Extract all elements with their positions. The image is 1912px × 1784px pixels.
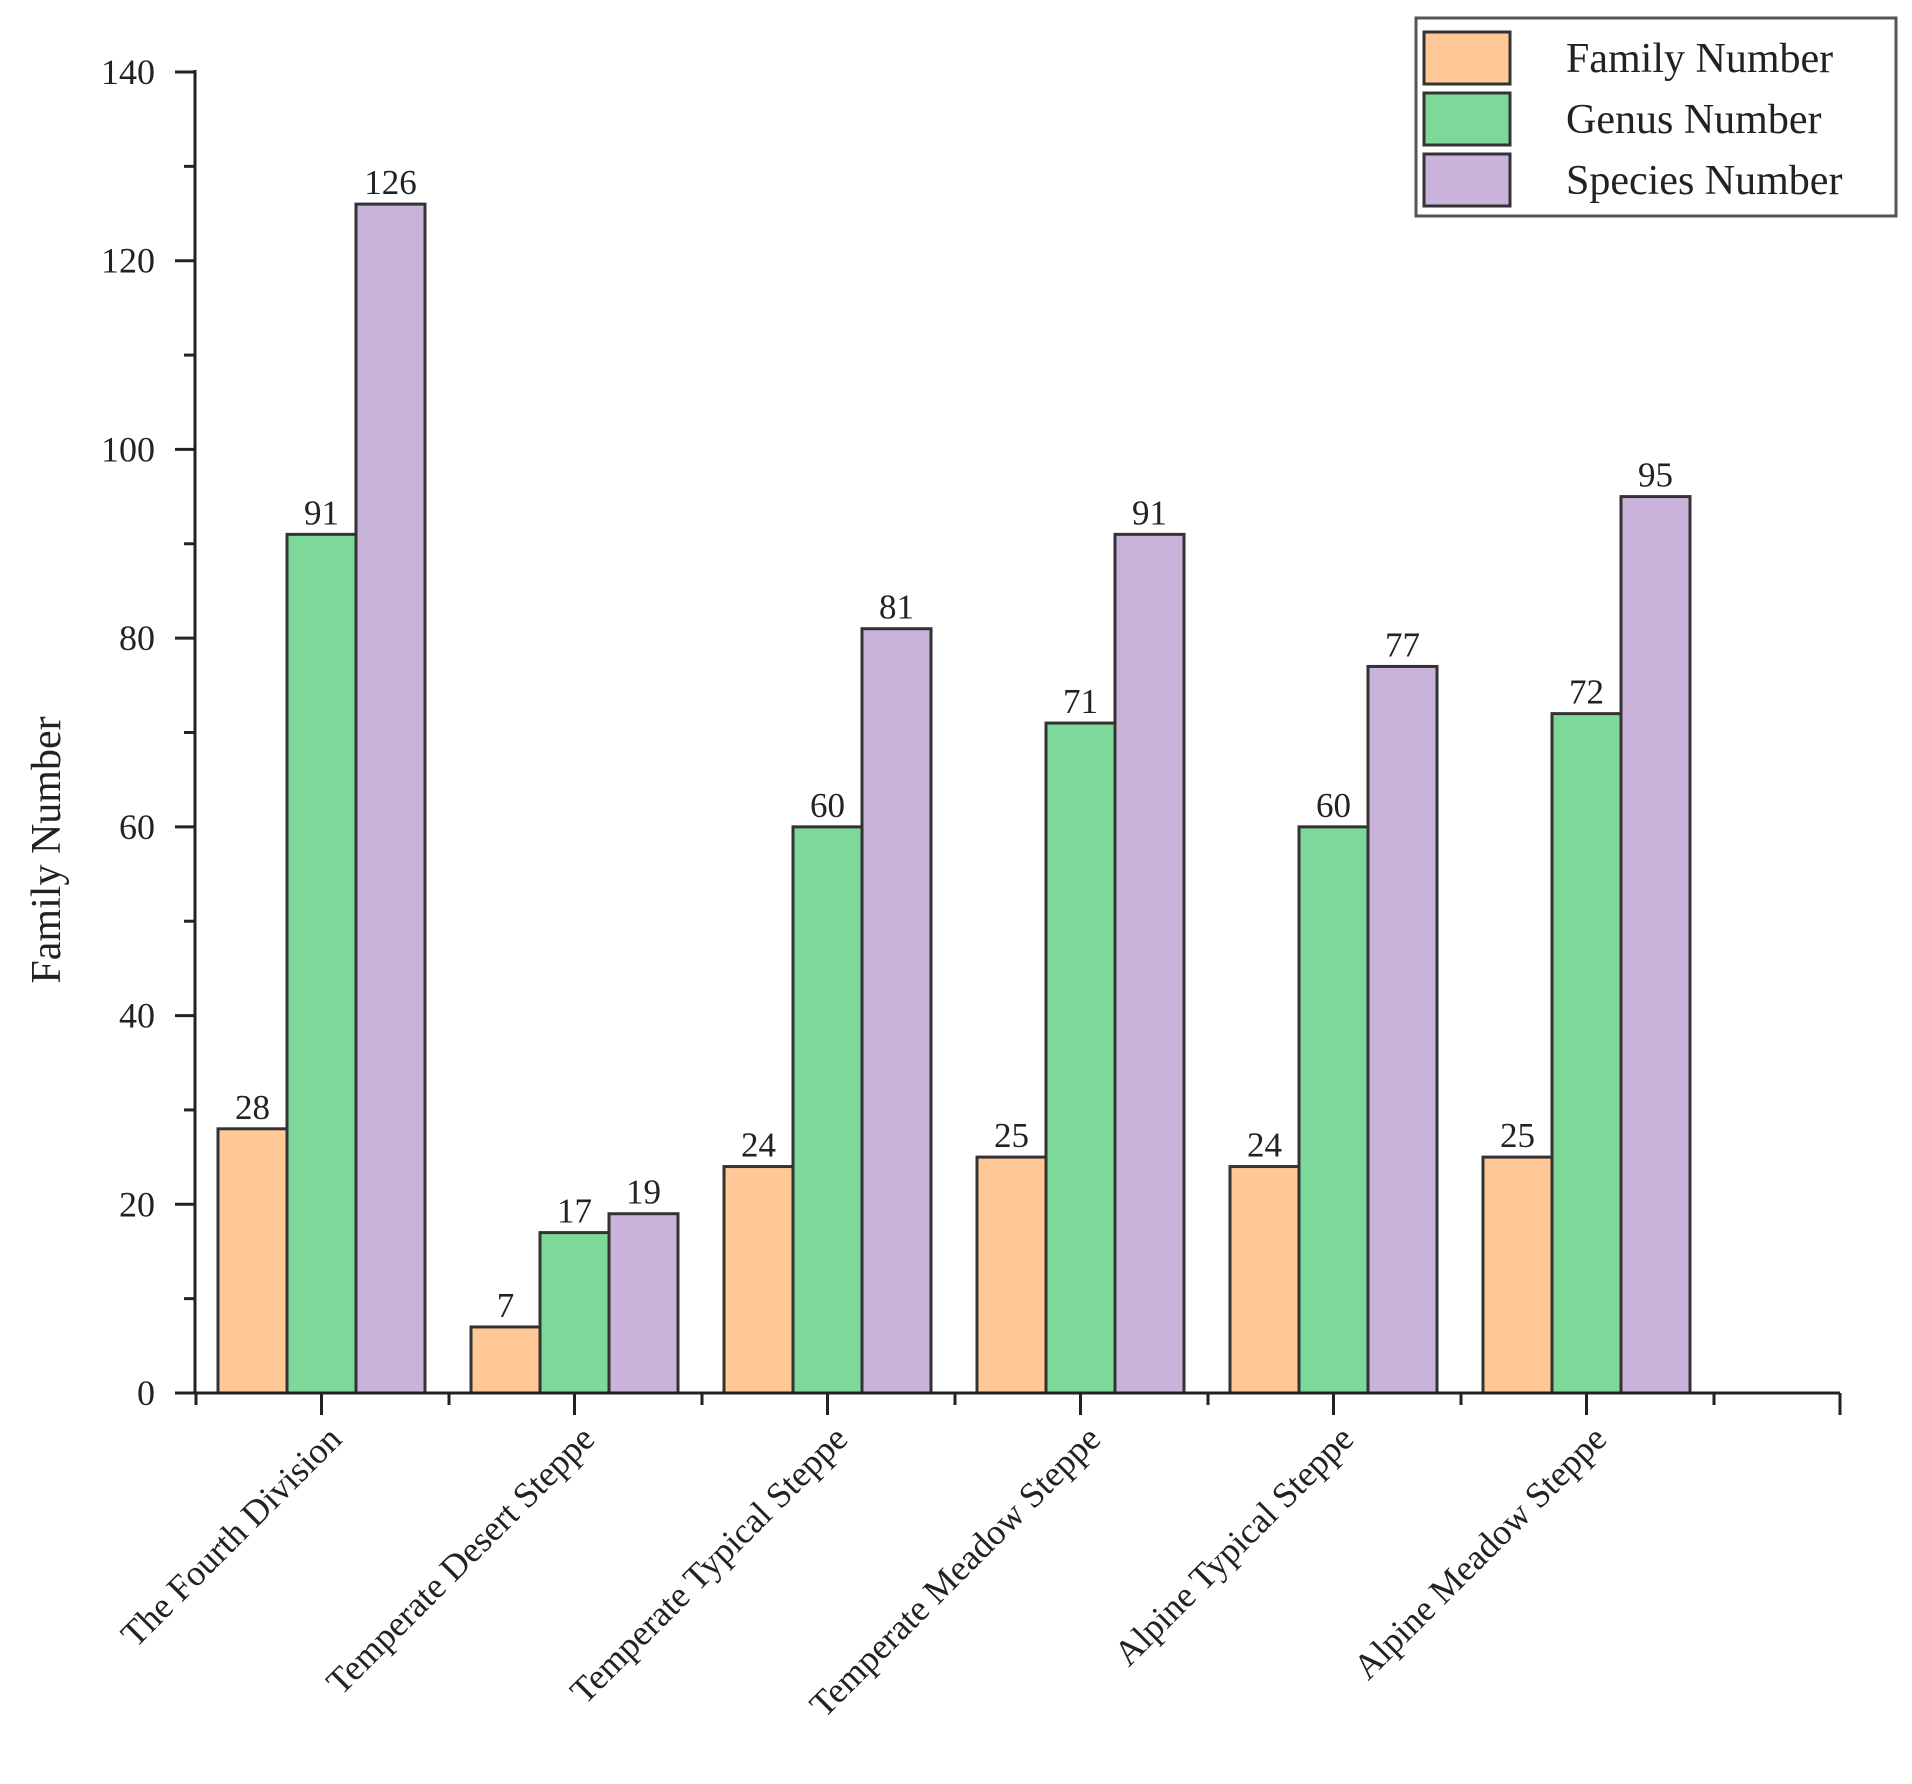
data-label-family-4: 24: [1247, 1126, 1282, 1165]
bar-species-3: [1113, 532, 1186, 1395]
y-tick-label-5: 100: [101, 429, 155, 469]
legend-label-family: Family Number: [1566, 36, 1833, 82]
data-label-genus-0: 91: [304, 493, 339, 532]
bar-genus-2: [791, 825, 864, 1395]
bar-species-0: [354, 202, 427, 1395]
x-category-label-5: Alpine Meadow Steppe: [1346, 1418, 1615, 1687]
x-category-label-0: The Fourth Division: [113, 1418, 349, 1654]
y-tick-label-6: 120: [101, 241, 155, 281]
x-category-label-1: Temperate Desert Steppe: [318, 1418, 602, 1702]
y-axis-title: Family Number: [24, 716, 70, 983]
legend-label-genus: Genus Number: [1566, 97, 1821, 143]
bar-genus-5: [1550, 712, 1623, 1395]
data-label-family-1: 7: [497, 1286, 515, 1325]
data-label-genus-4: 60: [1316, 786, 1351, 825]
data-label-family-5: 25: [1500, 1116, 1535, 1155]
data-label-species-0: 126: [364, 163, 417, 202]
data-label-genus-3: 71: [1063, 682, 1098, 721]
bar-family-1: [469, 1325, 542, 1395]
legend-swatch-species: [1422, 152, 1512, 208]
data-label-species-5: 95: [1638, 456, 1673, 495]
bars-layer: [216, 202, 1692, 1395]
bar-family-2: [722, 1165, 795, 1395]
bar-species-5: [1619, 495, 1692, 1395]
y-tick-label-0: 0: [137, 1373, 155, 1413]
legend-swatch-genus: [1422, 91, 1512, 147]
x-category-label-3: Temperate Meadow Steppe: [802, 1418, 1108, 1724]
bar-species-4: [1366, 664, 1439, 1395]
x-category-label-2: Temperate Typical Steppe: [562, 1418, 855, 1711]
data-label-genus-5: 72: [1569, 673, 1604, 712]
legend-label-species: Species Number: [1566, 158, 1842, 204]
bar-family-4: [1228, 1165, 1301, 1395]
bar-family-5: [1481, 1155, 1554, 1395]
bar-genus-1: [538, 1231, 611, 1395]
legend-swatch-family: [1422, 30, 1512, 86]
y-tick-label-1: 20: [119, 1184, 155, 1224]
bar-species-2: [860, 627, 933, 1395]
legend: Family Number Genus Number Species Numbe…: [1414, 16, 1898, 218]
bar-family-0: [216, 1127, 289, 1395]
y-tick-label-7: 140: [101, 52, 155, 92]
x-category-label-4: Alpine Typical Steppe: [1106, 1418, 1361, 1673]
bar-family-3: [975, 1155, 1048, 1395]
bar-species-1: [607, 1212, 680, 1395]
y-tick-label-2: 40: [119, 996, 155, 1036]
axes-layer: [175, 70, 1842, 1415]
data-label-species-4: 77: [1385, 625, 1420, 664]
bar-genus-4: [1297, 825, 1370, 1395]
data-label-species-3: 91: [1132, 493, 1167, 532]
data-label-genus-2: 60: [810, 786, 845, 825]
data-label-species-1: 19: [626, 1173, 661, 1212]
data-label-species-2: 81: [879, 588, 914, 627]
data-label-family-3: 25: [994, 1116, 1029, 1155]
y-tick-label-3: 60: [119, 807, 155, 847]
data-label-family-2: 24: [741, 1126, 776, 1165]
y-tick-label-4: 80: [119, 618, 155, 658]
data-label-family-0: 28: [235, 1088, 270, 1127]
bar-genus-3: [1044, 721, 1117, 1395]
data-label-genus-1: 17: [557, 1192, 592, 1231]
bar-genus-0: [285, 532, 358, 1395]
